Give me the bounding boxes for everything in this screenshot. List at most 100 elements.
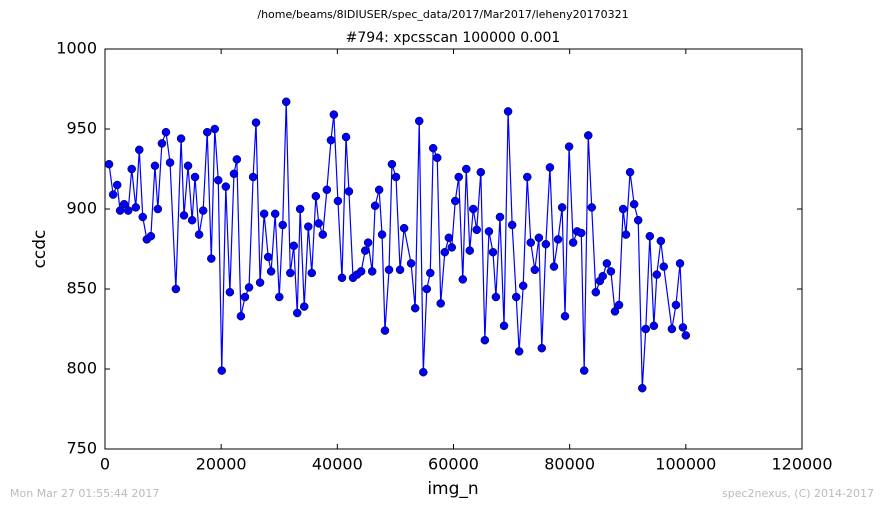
data-point (207, 254, 216, 263)
data-point (255, 278, 265, 287)
data-point (560, 311, 570, 321)
data-point (263, 252, 273, 262)
data-point (667, 324, 677, 334)
data-point (649, 321, 659, 331)
data-point (314, 219, 323, 228)
data-point (229, 169, 239, 179)
data-point (387, 159, 397, 169)
data-point (523, 172, 532, 182)
data-point (484, 227, 494, 236)
data-point (537, 343, 547, 353)
data-point (384, 265, 394, 275)
y-tick-label: 950 (66, 119, 97, 138)
data-point (370, 201, 380, 211)
data-point (153, 204, 163, 214)
data-point (511, 292, 521, 302)
data-point (564, 142, 574, 151)
data-point (380, 326, 390, 335)
data-point (614, 300, 624, 310)
data-point (337, 273, 347, 283)
data-point (138, 212, 148, 222)
data-point (248, 172, 258, 182)
data-point (638, 383, 647, 393)
data-point (557, 203, 567, 212)
data-point (541, 239, 551, 249)
data-point (318, 230, 328, 239)
data-point (656, 236, 666, 246)
data-point (530, 265, 540, 275)
data-point (645, 231, 655, 241)
copyright: spec2nexus, (C) 2014-2017 (722, 487, 874, 500)
data-point (295, 204, 305, 214)
data-point (150, 161, 160, 171)
data-point (266, 267, 276, 276)
data-point (179, 211, 189, 220)
data-point (299, 302, 309, 311)
data-point (244, 283, 254, 292)
x-tick-label: 120000 (771, 455, 832, 474)
data-point (275, 292, 284, 302)
data-point (579, 366, 589, 375)
data-point (123, 206, 133, 215)
data-point (322, 185, 332, 195)
x-tick-label: 40000 (312, 455, 363, 474)
x-tick-label: 80000 (544, 455, 595, 474)
data-point (526, 238, 536, 247)
data-point (187, 215, 197, 225)
data-point (326, 135, 336, 145)
data-point (629, 199, 639, 209)
x-tick-label: 60000 (428, 455, 479, 474)
y-tick-label: 1000 (56, 39, 97, 58)
data-point (289, 241, 299, 251)
data-point (311, 191, 321, 201)
data-point (591, 287, 601, 297)
x-tick-label: 20000 (196, 455, 247, 474)
x-tick-label: 100000 (655, 455, 716, 474)
data-point (577, 228, 586, 238)
data-point (621, 230, 631, 239)
data-point (278, 220, 287, 230)
data-point (465, 246, 475, 255)
data-point (108, 190, 118, 199)
data-point (176, 134, 186, 143)
data-point (440, 247, 450, 257)
data-point (377, 230, 387, 239)
data-point (503, 107, 513, 116)
data-point (499, 321, 509, 331)
data-point (232, 155, 242, 164)
data-point (422, 284, 432, 294)
data-point (419, 367, 428, 377)
data-point (236, 311, 246, 321)
data-point (410, 303, 420, 313)
data-point (518, 281, 528, 291)
data-point (281, 97, 291, 107)
data-point (194, 230, 204, 239)
data-point (198, 206, 208, 215)
data-point (202, 127, 212, 137)
data-point (458, 275, 468, 284)
data-point (447, 243, 457, 252)
data-point (217, 366, 226, 375)
data-point (344, 187, 354, 196)
data-point (633, 215, 643, 225)
data-point (681, 331, 691, 340)
data-point (472, 225, 481, 235)
data-point (171, 284, 181, 294)
data-point (641, 324, 651, 334)
data-point (127, 164, 136, 174)
data-point (307, 268, 317, 278)
data-point (549, 262, 559, 271)
data-point (190, 172, 200, 182)
data-point (454, 172, 463, 182)
y-tick-label: 900 (66, 199, 97, 218)
data-point (304, 222, 313, 231)
x-axis-label: img_n (427, 479, 478, 499)
data-point (119, 199, 129, 209)
data-point (514, 347, 524, 356)
data-point (652, 270, 662, 279)
data-point (259, 209, 269, 219)
y-tick-label: 750 (66, 439, 97, 458)
data-point (165, 158, 175, 167)
timestamp: Mon Mar 27 01:55:44 2017 (10, 487, 159, 500)
data-point (146, 231, 156, 241)
